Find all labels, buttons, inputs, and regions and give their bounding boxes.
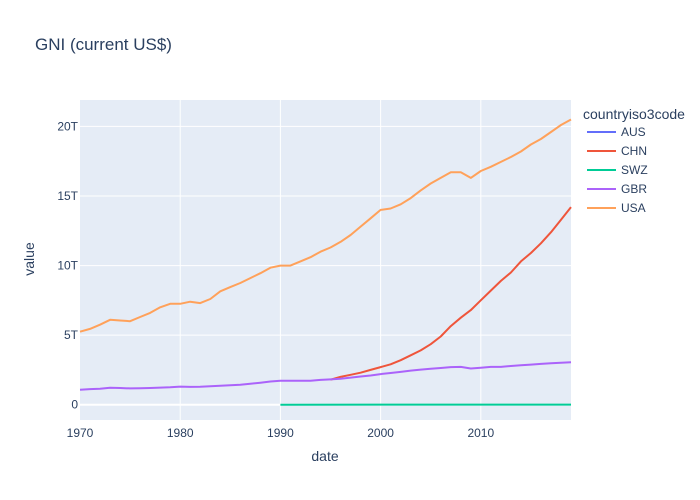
legend-item-usa[interactable]: USA <box>621 201 646 215</box>
x-tick-label: 2010 <box>467 426 494 440</box>
x-tick-label: 1980 <box>167 426 194 440</box>
chart-title: GNI (current US$) <box>35 35 172 54</box>
legend-item-gbr[interactable]: GBR <box>621 182 647 196</box>
legend-item-swz[interactable]: SWZ <box>621 163 648 177</box>
series-line-usa <box>79 118 572 333</box>
y-axis-title: value <box>21 242 37 276</box>
plot-area <box>80 100 571 420</box>
legend: countryiso3code AUS CHN SWZ GBR USA <box>583 106 685 215</box>
y-tick-label: 10T <box>57 259 78 273</box>
series-line-gbr <box>79 361 572 391</box>
legend-title: countryiso3code <box>583 106 685 122</box>
x-tick-label: 1990 <box>267 426 294 440</box>
x-tick-label: 1970 <box>67 426 94 440</box>
y-axis-ticks: 0 5T 10T 15T 20T <box>57 119 78 411</box>
y-tick-label: 20T <box>57 119 78 133</box>
series-lines <box>79 118 572 406</box>
y-tick-label: 15T <box>57 189 78 203</box>
legend-item-chn[interactable]: CHN <box>621 144 647 158</box>
legend-item-aus[interactable]: AUS <box>621 125 646 139</box>
x-axis-ticks: 1970 1980 1990 2000 2010 <box>67 426 495 440</box>
y-tick-label: 0 <box>71 398 78 412</box>
y-tick-label: 5T <box>64 328 79 342</box>
x-axis-title: date <box>311 448 338 464</box>
x-tick-label: 2000 <box>367 426 394 440</box>
series-line-chn <box>330 206 572 381</box>
